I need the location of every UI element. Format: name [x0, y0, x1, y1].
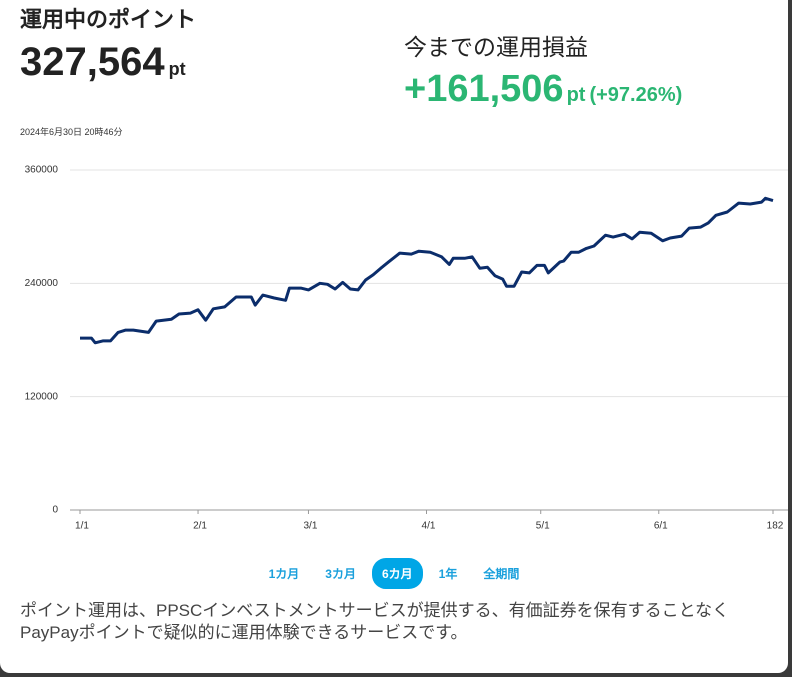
x-tick-label: 4/1 [422, 521, 436, 532]
line [80, 196, 774, 345]
y-tick-label: 240000 [25, 278, 59, 289]
held-value: 327,564 [20, 40, 165, 84]
x-tick-label: 182 [767, 521, 784, 532]
x-tick-label: 3/1 [304, 521, 318, 532]
x-tick-label: 5/1 [536, 521, 550, 532]
x-tick-label: 1/1 [75, 521, 89, 532]
period-tab[interactable]: 1カ月 [268, 567, 300, 581]
period-tab[interactable]: 6カ月 [371, 558, 423, 589]
gain-label: 今までの運用損益 [404, 34, 588, 60]
y-tick-label: 360000 [25, 165, 59, 176]
held-label: 運用中のポイント [20, 7, 197, 32]
y-tick-label: 120000 [25, 391, 59, 402]
held-unit: pt [168, 59, 186, 79]
x-tick-label: 2/1 [193, 521, 207, 532]
period-tab[interactable]: 3カ月 [325, 567, 356, 581]
timestamp: 2024年6月30日 20時46分 [20, 127, 123, 137]
gain-unit: pt [566, 84, 586, 106]
period-tab[interactable]: 全期間 [483, 567, 520, 581]
period-tab[interactable]: 1年 [438, 567, 458, 581]
x-tick-label: 6/1 [654, 521, 668, 532]
y-tick-label: 0 [52, 505, 58, 516]
gain-row: +161,506 pt (+97.26%) [404, 68, 682, 111]
period-tabs: 1カ月 3カ月 6カ月 1年 全期間 [0, 558, 788, 589]
gain-percent: (+97.26%) [589, 84, 683, 106]
chart: 0 120000 240000 360000 1/1 2/1 3/1 4/1 5/1 6/1 182 [25, 165, 788, 532]
note: ポイント運用は、PPSCインベストメントサービスが提供する、有価証券を保有するこ… [20, 601, 730, 642]
gain-value: +161,506 [404, 68, 564, 110]
held-row: 327,564 pt [20, 40, 186, 85]
